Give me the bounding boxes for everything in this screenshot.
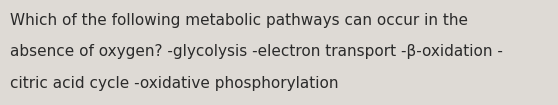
Text: Which of the following metabolic pathways can occur in the: Which of the following metabolic pathway… xyxy=(10,13,468,28)
Text: citric acid cycle -oxidative phosphorylation: citric acid cycle -oxidative phosphoryla… xyxy=(10,76,339,91)
Text: absence of oxygen? -glycolysis -electron transport -β-oxidation -: absence of oxygen? -glycolysis -electron… xyxy=(10,44,503,59)
